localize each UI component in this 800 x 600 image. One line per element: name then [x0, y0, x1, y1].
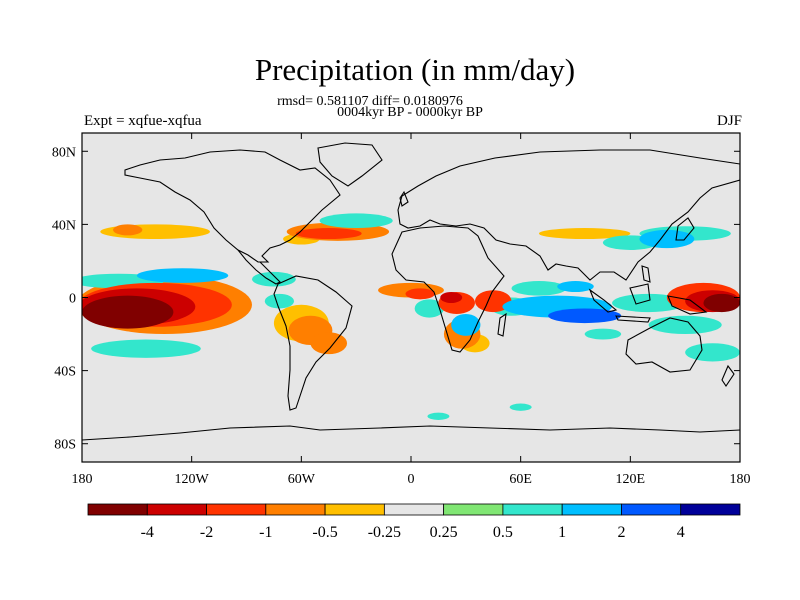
- anomaly-region: [639, 229, 695, 249]
- colorbar-label: -0.5: [312, 524, 337, 541]
- colorbar-label: -0.25: [368, 524, 401, 541]
- colorbar-swatch: [324, 503, 385, 516]
- anomaly-region: [91, 339, 201, 358]
- anomaly-region: [557, 281, 594, 293]
- anomaly-region: [509, 403, 532, 411]
- anomaly-region: [427, 412, 450, 420]
- experiment-label: Expt = xqfue-xqfua: [84, 113, 202, 129]
- lat-tick-label: 80S: [54, 438, 76, 453]
- lon-tick-label: 180: [72, 472, 93, 487]
- lon-tick-label: 60E: [509, 472, 532, 487]
- colorbar-swatch: [146, 503, 207, 516]
- season-label: DJF: [716, 113, 742, 129]
- colorbar-label: 0.5: [493, 524, 513, 541]
- lon-tick-label: 120W: [175, 472, 210, 487]
- lon-tick-label: 60W: [288, 472, 316, 487]
- colorbar-label: -2: [200, 524, 213, 541]
- anomaly-region: [319, 213, 393, 229]
- map-title: Precipitation (in mm/day): [254, 52, 576, 87]
- anomaly-region: [538, 228, 631, 240]
- anomaly-region: [310, 332, 348, 355]
- lat-tick-label: 40N: [52, 218, 76, 233]
- colorbar-swatch: [87, 503, 148, 516]
- colorbar-label: -1: [259, 524, 272, 541]
- anomaly-region: [511, 281, 567, 296]
- colorbar-swatch: [383, 503, 445, 516]
- anomaly-region: [451, 313, 481, 336]
- statistics-subtitle: rmsd= 0.581107 diff= 0.0180976: [277, 94, 463, 109]
- anomaly-region: [295, 228, 362, 240]
- anomaly-region: [548, 308, 622, 324]
- anomaly-region: [82, 295, 174, 329]
- anomaly-region: [474, 290, 512, 313]
- lon-tick-label: 180: [730, 472, 751, 487]
- colorbar-label: 0.25: [430, 524, 458, 541]
- anomaly-region: [584, 328, 622, 340]
- anomaly-region: [703, 293, 740, 313]
- anomaly-region: [136, 268, 229, 283]
- colorbar-label: 1: [558, 524, 566, 541]
- colorbar-swatch: [502, 503, 563, 516]
- lon-tick-label: 0: [408, 472, 415, 487]
- colorbar-swatch: [265, 503, 326, 516]
- colorbar-swatch: [561, 503, 622, 516]
- colorbar-swatch: [621, 503, 682, 516]
- coastlines: [82, 142, 740, 441]
- colorbar-label: 2: [617, 524, 625, 541]
- anomaly-region: [113, 224, 143, 236]
- colorbar: -4 -2 -1 -0.5 -0.25 0.25 0.5 1 2 4: [87, 503, 741, 541]
- lat-tick-label: 0: [69, 292, 76, 307]
- anomaly-region: [685, 343, 740, 362]
- colorbar-swatch: [206, 503, 267, 516]
- anomaly-region: [612, 293, 686, 313]
- experiment-period: 0004kyr BP - 0000kyr BP: [337, 105, 483, 120]
- anomaly-region: [264, 293, 295, 309]
- anomaly-layer: [82, 213, 740, 420]
- colorbar-swatch: [680, 503, 741, 516]
- lat-tick-label: 40S: [54, 365, 76, 380]
- map-axes: 180 120W 60W 0 60E 120E 180 80N 40N 0 40S 80S: [52, 133, 751, 487]
- lat-tick-label: 80N: [52, 145, 76, 160]
- anomaly-region: [648, 315, 722, 335]
- colorbar-label: -4: [141, 524, 154, 541]
- anomaly-region: [414, 299, 444, 318]
- anomaly-region: [405, 288, 435, 300]
- lon-tick-label: 120E: [616, 472, 646, 487]
- colorbar-label: 4: [677, 524, 685, 541]
- anomaly-region: [440, 292, 463, 303]
- colorbar-swatch: [443, 503, 504, 516]
